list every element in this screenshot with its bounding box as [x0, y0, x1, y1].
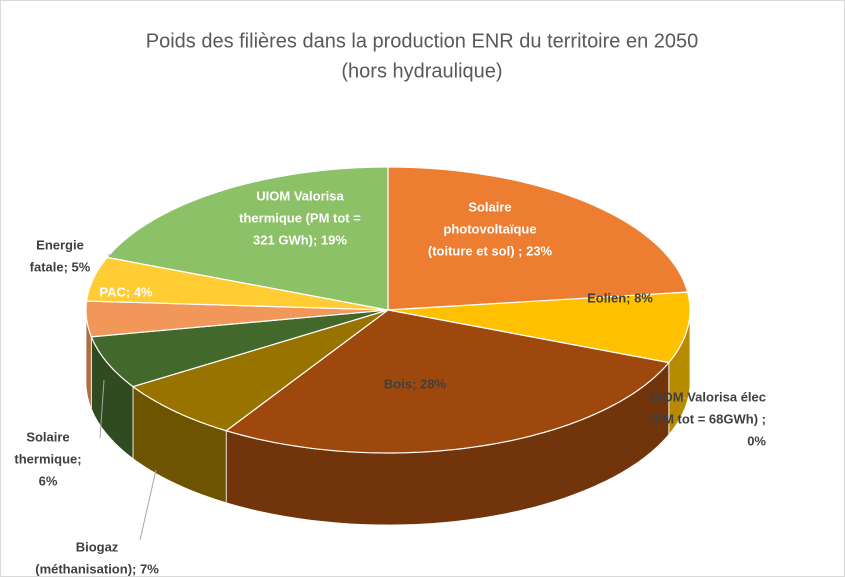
data-label: photovoltaïque — [443, 221, 536, 236]
pie-sides — [85, 310, 691, 526]
data-label: thermique (PM tot = — [239, 210, 361, 225]
pie-slice — [85, 256, 389, 311]
data-label: 321 GWh); 19% — [253, 232, 347, 247]
pie-slice — [224, 309, 670, 454]
data-label: 0% — [747, 433, 766, 448]
leader-line — [139, 469, 157, 541]
data-labels: Solaire photovoltaïque (toiture et sol) ; … — [14, 188, 766, 576]
pie-slice — [90, 309, 389, 388]
data-label: Eolien; 8% — [587, 290, 653, 305]
pie-slice — [387, 291, 691, 364]
pie-slice — [85, 300, 389, 338]
data-label: Solaire — [26, 429, 69, 444]
data-label: PAC; 4% — [99, 284, 153, 299]
pie-slice — [387, 166, 689, 311]
data-label: 6% — [39, 473, 58, 488]
data-label: fatale; 5% — [30, 259, 91, 274]
chart-title: Poids des filières dans la production EN… — [146, 30, 699, 52]
pie-tops — [85, 166, 691, 454]
data-label: (PM tot = 68GWh) ; — [650, 411, 766, 426]
data-label: Energie — [36, 237, 84, 252]
data-label: Biogaz — [76, 539, 119, 554]
pie-slice — [131, 309, 389, 432]
data-label: (toiture et sol) ; 23% — [428, 243, 553, 258]
data-label: Solaire — [468, 199, 511, 214]
data-label: thermique; — [14, 451, 81, 466]
chart-subtitle: (hors hydraulique) — [341, 60, 502, 82]
leader-line — [99, 379, 105, 439]
pie-slice — [106, 166, 389, 311]
data-label: UIOM Valorisa élec — [650, 389, 766, 404]
data-label: UIOM Valorisa — [256, 188, 344, 203]
data-label: (méthanisation); 7% — [35, 561, 159, 576]
data-label: Bois; 28% — [384, 376, 447, 391]
